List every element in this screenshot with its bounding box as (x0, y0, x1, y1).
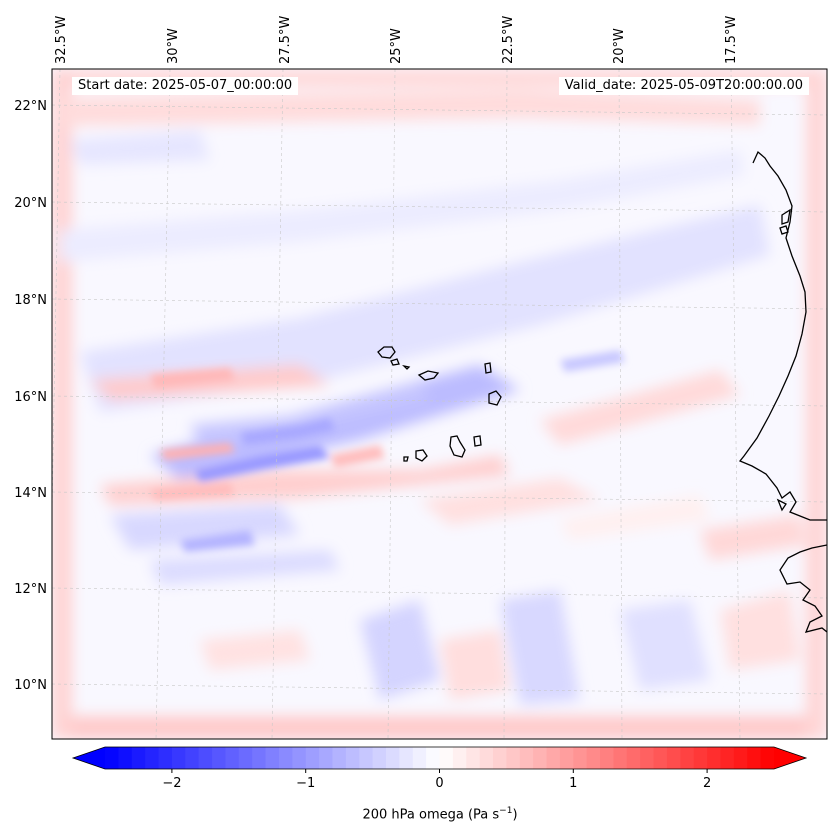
lat-label: 16°N (14, 390, 47, 405)
colorbar-tick-label: 0 (435, 776, 443, 791)
sao-nicolau-island (417, 370, 440, 381)
colorbar-cells (73, 747, 806, 769)
west-africa-coastline (738, 150, 827, 633)
colorbar-cell (479, 747, 494, 769)
colorbar-cell (158, 747, 173, 769)
colorbar-cell (212, 747, 227, 769)
colorbar-cell (252, 747, 267, 769)
colorbar-cell (359, 747, 374, 769)
colorbar-cell (145, 747, 160, 769)
colorbar-cell (720, 747, 735, 769)
lat-label: 10°N (14, 678, 47, 693)
lon-label: 27.5°W (278, 16, 293, 64)
colorbar-cell (385, 747, 400, 769)
colorbar-tick-label: 1 (569, 776, 577, 791)
brava-island (403, 456, 409, 462)
colorbar-cell (439, 747, 454, 769)
colorbar-tick-label: −2 (162, 776, 181, 791)
omega-field (52, 69, 827, 739)
colorbar-cell (680, 747, 695, 769)
colorbar-label-text: 200 hPa omega (Pa s (362, 807, 500, 823)
colorbar-cell (546, 747, 561, 769)
colorbar-cell (626, 747, 641, 769)
lat-label: 18°N (14, 293, 47, 308)
colorbar-cell (613, 747, 628, 769)
colorbar-cell (493, 747, 507, 769)
colorbar-ticks: −2 −1 0 1 2 (162, 769, 711, 791)
lon-label: 22.5°W (501, 16, 516, 64)
map-border (51, 68, 828, 740)
colorbar-cell (747, 747, 762, 769)
colorbar-cell (332, 747, 347, 769)
colorbar-extend-low (73, 747, 105, 769)
colorbar-label-exponent: −1 (499, 806, 513, 816)
colorbar-cell (506, 747, 521, 769)
colorbar-cell (265, 747, 280, 769)
lat-label: 12°N (14, 582, 47, 597)
colorbar-label-end: ) (512, 807, 518, 823)
colorbar-outline (71, 746, 808, 770)
colorbar-cell (666, 747, 681, 769)
colorbar-cell (533, 747, 548, 769)
boa-vista-island (488, 390, 502, 406)
santiago-island (449, 435, 466, 458)
fogo-island (415, 449, 428, 462)
colorbar-cell (693, 747, 708, 769)
colorbar-cell (305, 747, 320, 769)
latitude-labels: 22°N 20°N 18°N 16°N 14°N 12°N 10°N (14, 99, 47, 693)
colorbar-cell (760, 747, 775, 769)
sao-vicente-island (390, 358, 400, 366)
colorbar-cell (653, 747, 668, 769)
lon-label: 17.5°W (724, 16, 739, 64)
colorbar-cell (452, 747, 467, 769)
lon-label: 32.5°W (54, 16, 69, 64)
lon-label: 20°W (612, 28, 627, 64)
colorbar: −2 −1 0 1 2 (71, 746, 808, 791)
colorbar-cell (733, 747, 748, 769)
colorbar-cell (198, 747, 213, 769)
santa-luzia-island (402, 364, 411, 370)
lat-label: 20°N (14, 196, 47, 211)
longitude-labels: 32.5°W 30°W 27.5°W 25°W 22.5°W 20°W 17.5… (54, 16, 739, 64)
colorbar-cell (171, 747, 186, 769)
colorbar-cell (185, 747, 200, 769)
maio-island (473, 435, 482, 447)
colorbar-cell (640, 747, 655, 769)
colorbar-cell (426, 747, 441, 769)
colorbar-cell (412, 747, 427, 769)
colorbar-cell (118, 747, 133, 769)
colorbar-cell (399, 747, 414, 769)
colorbar-extend-high (774, 747, 806, 769)
start-date-label: Start date: 2025-05-07_00:00:00 (72, 77, 299, 95)
colorbar-cell (600, 747, 615, 769)
colorbar-cell (319, 747, 334, 769)
colorbar-tick-label: −1 (296, 776, 315, 791)
colorbar-cell (225, 747, 240, 769)
colorbar-label: 200 hPa omega (Pa s−1) (0, 806, 837, 822)
colorbar-cell (131, 747, 146, 769)
colorbar-cell (519, 747, 534, 769)
graticule (52, 69, 827, 739)
coastlines (377, 150, 827, 633)
colorbar-cell (466, 747, 481, 769)
colorbar-cell (345, 747, 360, 769)
colorbar-tick-label: 2 (703, 776, 711, 791)
colorbar-cell (586, 747, 601, 769)
colorbar-cell (559, 747, 574, 769)
colorbar-cell (707, 747, 722, 769)
lon-label: 25°W (389, 28, 404, 64)
lon-label: 30°W (166, 28, 181, 64)
colorbar-cell (292, 747, 307, 769)
valid-date-label: Valid_date: 2025-05-09T20:00:00.00 (558, 77, 809, 95)
santo-antao-island (377, 346, 396, 359)
colorbar-cell (573, 747, 588, 769)
colorbar-cell (238, 747, 253, 769)
colorbar-cell (278, 747, 293, 769)
lat-label: 22°N (14, 99, 47, 114)
colorbar-cell (105, 747, 119, 769)
colorbar-cell (372, 747, 387, 769)
sal-island (484, 362, 492, 374)
lat-label: 14°N (14, 486, 47, 501)
